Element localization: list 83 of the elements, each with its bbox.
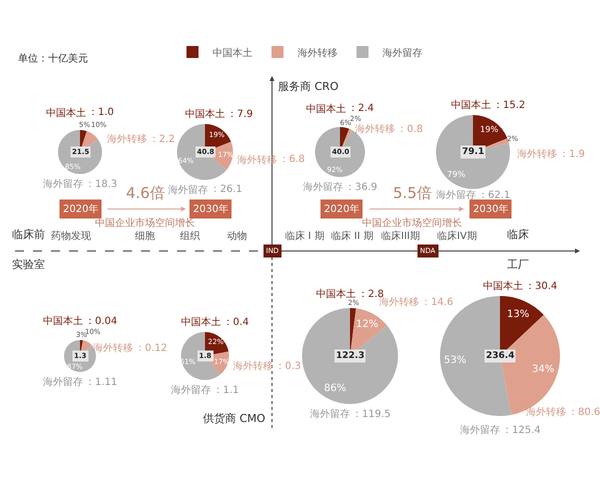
slice-label: 海外转移 (107, 133, 147, 145)
text: ：0.4 (223, 317, 249, 328)
slice-label: 海外留存 (436, 189, 476, 201)
text: 236.4 (486, 351, 514, 361)
text: ：1.1 (213, 385, 239, 396)
data-label: 53% (444, 355, 466, 366)
slice-label: 海外留存 (303, 181, 343, 193)
text: 5.5倍 (393, 184, 432, 202)
slice-label: 海外留存 (460, 424, 500, 436)
slice-label: 海外转移 (517, 148, 557, 160)
text: ：0.8 (397, 124, 423, 135)
text: 2020年 (63, 203, 98, 215)
text: 中国企业市场空间增长 (362, 217, 462, 229)
slice-label: 海外转移 (379, 296, 419, 308)
slice-label: 海外留存 (168, 184, 208, 196)
text: 供货商 CMO (203, 412, 266, 425)
slice-label: 海外转移 (93, 342, 133, 354)
slice-label: 中国本土 (46, 107, 86, 119)
data-label: 13% (507, 309, 530, 320)
slice-label: 海外留存 (171, 384, 211, 396)
text: 4.6倍 (126, 184, 165, 202)
slice-label: 中国本土 (43, 315, 83, 327)
text: 单位：十亿美元 (18, 52, 88, 64)
text: ：7.9 (227, 109, 253, 120)
text: ：15.2 (493, 100, 526, 111)
text: 122.3 (336, 351, 364, 361)
text: ：2.2 (149, 134, 175, 145)
text: ：18.3 (85, 179, 118, 190)
slice-label: 海外转移 (526, 406, 566, 418)
text: ：14.6 (421, 297, 454, 308)
text: ：1.0 (88, 107, 114, 118)
text: 79.1 (462, 147, 484, 157)
data-label: 34% (532, 364, 554, 375)
text: ：6.8 (279, 154, 305, 165)
text: 临床前 (12, 228, 45, 241)
text: 服务商 CRO (278, 80, 339, 93)
text: ：1.11 (85, 377, 118, 388)
text: 2020年 (324, 203, 360, 215)
slice-label: 中国本土 (185, 108, 225, 120)
text: 组织 (180, 230, 200, 242)
text: 临床 II 期 (331, 230, 374, 242)
text: 2030年 (473, 203, 508, 215)
text: ：80.6 (568, 407, 600, 418)
text: 临床III期 (381, 230, 420, 242)
text: ：2.4 (348, 103, 374, 114)
text: 中国企业市场空间增长 (95, 217, 195, 229)
slice-label: 中国本土 (181, 316, 221, 328)
slice-label: 中国本土 (483, 280, 523, 292)
text: 动物 (227, 231, 247, 242)
slice-label: 海外留存 (43, 376, 83, 388)
legend-label: 海外转移 (298, 46, 338, 59)
legend-label: 中国本土 (212, 46, 252, 59)
data-label: 19% (480, 124, 498, 134)
slice-label: 海外留存 (310, 408, 350, 420)
legend-label: 海外留存 (382, 46, 422, 59)
text: ：1.9 (559, 149, 585, 160)
text: ：30.4 (525, 281, 558, 292)
text: ：125.4 (502, 425, 541, 436)
text: 临床 (507, 228, 529, 241)
text: ：119.5 (352, 409, 391, 420)
slice-label: 中国本土 (306, 103, 346, 115)
data-label: 79% (447, 169, 466, 179)
text: 实验室 (12, 258, 45, 271)
text: 细胞 (135, 230, 155, 242)
text: ：26.1 (210, 184, 242, 195)
text: 药物发现 (51, 230, 91, 242)
text: ：36.9 (345, 182, 378, 193)
pie-slice (302, 308, 398, 404)
data-label: 12% (356, 319, 378, 330)
text: ：0.12 (135, 343, 168, 354)
data-label: 86% (324, 383, 346, 394)
slice-label: 海外转移 (355, 123, 395, 135)
text: ：0.04 (85, 316, 118, 327)
slice-label: 中国本土 (316, 288, 356, 300)
text: 工厂 (507, 258, 529, 271)
slice-label: 海外留存 (43, 178, 83, 190)
slice-label: 海外转移 (233, 360, 273, 372)
text: ：62.1 (478, 190, 510, 201)
slice-label: 中国本土 (451, 99, 491, 111)
text: 临床IV期 (437, 230, 477, 242)
text: ：0.3 (275, 361, 301, 372)
text: 临床 I 期 (285, 230, 324, 242)
text: 2030年 (193, 203, 228, 215)
